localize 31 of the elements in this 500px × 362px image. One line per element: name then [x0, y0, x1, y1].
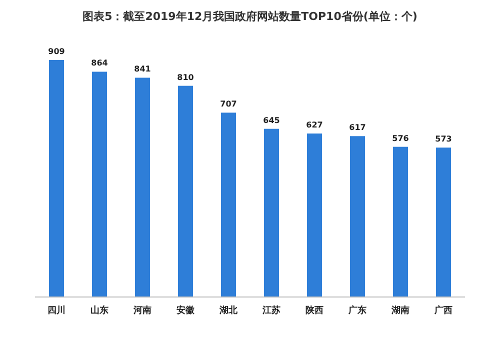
bar [92, 72, 107, 297]
bar [393, 146, 408, 297]
x-tick-label: 江苏 [262, 305, 280, 316]
bar [221, 112, 236, 297]
data-label: 627 [306, 120, 323, 130]
data-label: 707 [220, 100, 237, 109]
data-label: 573 [435, 134, 452, 144]
x-tick-label: 山东 [90, 305, 108, 316]
bar [135, 78, 150, 297]
bar [264, 128, 279, 297]
data-label: 617 [349, 123, 366, 132]
bar [49, 60, 64, 297]
x-tick-label: 四川 [48, 305, 66, 316]
x-tick-label: 广东 [348, 305, 366, 316]
data-label: 841 [134, 64, 152, 74]
bar [436, 148, 451, 297]
bar [350, 136, 365, 297]
bar [178, 86, 193, 297]
x-tick-label: 广西 [434, 305, 452, 316]
data-label: 576 [392, 134, 410, 143]
data-label: 864 [91, 58, 108, 68]
data-label: 909 [48, 47, 66, 56]
x-tick-label: 陕西 [306, 305, 324, 316]
bar [307, 134, 322, 297]
data-label: 645 [263, 116, 280, 125]
data-label: 810 [177, 72, 194, 82]
x-tick-label: 河南 [132, 305, 152, 316]
x-tick-label: 湖南 [390, 305, 410, 316]
chart-title: 图表5：截至2019年12月我国政府网站数量TOP10省份(单位：个) [82, 10, 418, 23]
x-tick-label: 湖北 [218, 305, 238, 316]
x-tick-label: 安徽 [176, 305, 196, 316]
